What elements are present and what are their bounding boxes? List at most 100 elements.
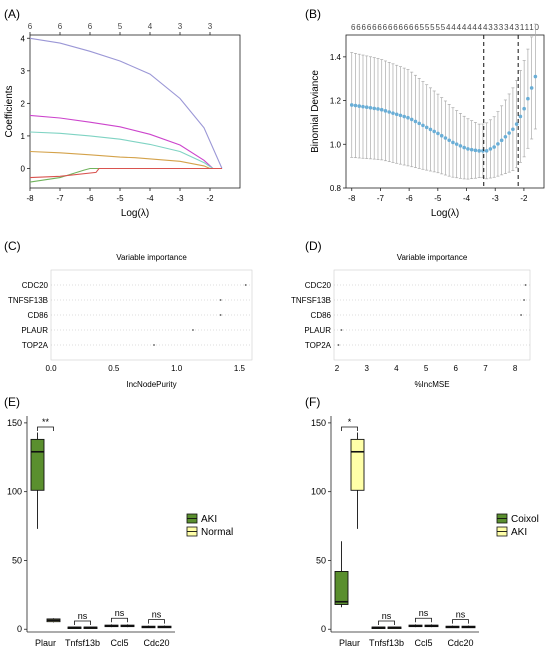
- plot-frame: [333, 269, 531, 361]
- y-tick-label: 150: [311, 418, 326, 428]
- importance-point: [192, 329, 194, 331]
- deviance-point: [496, 142, 500, 146]
- y-tick-label: 50: [316, 555, 326, 565]
- deviance-point: [533, 74, 538, 79]
- legend-label: Coixol: [511, 514, 539, 525]
- importance-point: [523, 299, 525, 301]
- deviance-point: [492, 145, 496, 149]
- importance-point: [244, 284, 247, 286]
- x-tick-label: -8: [26, 194, 34, 203]
- x-tick-label: 4: [394, 364, 399, 373]
- significance-label: ns: [419, 608, 429, 618]
- y-tick-label: 2: [21, 99, 26, 108]
- significance-label: ns: [456, 610, 466, 620]
- category-label: Cdc20: [447, 638, 473, 648]
- y-tick-label: 150: [7, 418, 22, 428]
- category-label: Tnfsf13b: [369, 638, 404, 648]
- chart-title: Variable importance: [116, 253, 187, 262]
- y-axis-label: Binomial Deviance: [310, 70, 321, 153]
- x-tick-label: -7: [377, 194, 385, 203]
- significance-bracket: [74, 620, 91, 625]
- deviance-point: [428, 127, 433, 132]
- y-tick-label: 0: [21, 164, 26, 173]
- x-tick-label: 0.0: [45, 364, 57, 373]
- top-tick-label: 3: [178, 22, 183, 31]
- deviance-point: [469, 147, 474, 152]
- deviance-point: [357, 104, 362, 108]
- panel-b: (B) 666666666666655555444444443333431110 -…: [305, 7, 545, 219]
- x-tick-label: 2: [335, 364, 340, 373]
- box: [350, 438, 365, 491]
- panel-c: (C) Variable importance CDC20 TNFSF13B CD86 P…: [4, 239, 253, 389]
- deviance-point: [522, 106, 526, 111]
- deviance-point: [529, 86, 534, 90]
- top-tick-label: 6: [88, 22, 93, 31]
- coefficient-path: [29, 131, 214, 169]
- deviance-point: [507, 131, 511, 135]
- y-tick-label: 4: [21, 34, 26, 43]
- significance-bracket: [378, 620, 395, 625]
- y-tick-label: 1.2: [330, 97, 342, 106]
- importance-point: [337, 344, 340, 346]
- deviance-point: [406, 115, 410, 120]
- deviance-point: [458, 144, 463, 148]
- importance-point: [153, 344, 155, 346]
- deviance-point: [368, 105, 373, 110]
- coefficient-path: [29, 150, 211, 170]
- x-tick-label: -4: [146, 194, 154, 203]
- box: [334, 571, 349, 605]
- panel-e: (E) 0 50 100 150 Plaur Tnfsf13b Ccl5 Cdc20 ** ns ns…: [4, 395, 233, 648]
- variable-label: CD86: [28, 311, 49, 320]
- panel-label: (C): [4, 239, 21, 253]
- category-label: Ccl5: [414, 638, 432, 648]
- deviance-point: [526, 96, 530, 101]
- deviance-point: [413, 119, 418, 124]
- deviance-point: [514, 122, 519, 126]
- y-tick-label: 100: [7, 487, 22, 497]
- importance-point: [219, 314, 222, 316]
- x-axis-label: Log(λ): [431, 208, 459, 219]
- deviance-point: [511, 127, 515, 132]
- deviance-point: [484, 149, 489, 153]
- panel-f: (F) 0 50 100 150 Plaur Tnfsf13b Ccl5 Cdc20 * ns ns n…: [305, 395, 539, 648]
- panel-label: (E): [4, 395, 20, 409]
- panel-label: (F): [305, 395, 320, 409]
- deviance-point: [477, 149, 481, 153]
- category-label: Ccl5: [110, 638, 128, 648]
- x-axis-label: %IncMSE: [414, 380, 449, 389]
- top-tick-label: 3: [208, 22, 213, 31]
- top-tick-label: 4: [148, 22, 153, 31]
- deviance-point: [402, 114, 407, 119]
- deviance-point: [409, 117, 414, 122]
- variable-label: PLAUR: [304, 326, 331, 335]
- variable-label: TNFSF13B: [291, 296, 331, 305]
- deviance-point: [387, 110, 392, 114]
- deviance-point: [503, 134, 508, 139]
- deviance-point: [424, 125, 429, 130]
- y-tick-label: 50: [12, 555, 22, 565]
- variable-label: TOP2A: [22, 341, 49, 350]
- panel-label: (A): [4, 7, 20, 21]
- x-tick-label: -8: [348, 194, 356, 203]
- y-tick-label: 1.4: [330, 53, 342, 62]
- variable-label: TNFSF13B: [8, 296, 48, 305]
- significance-bracket: [415, 617, 432, 623]
- deviance-point: [488, 147, 493, 151]
- significance-label: ns: [152, 610, 162, 620]
- deviance-point: [499, 138, 504, 143]
- variable-label: PLAUR: [21, 326, 48, 335]
- deviance-point: [443, 136, 448, 140]
- y-tick-label: 3: [21, 67, 26, 76]
- y-tick-label: 0: [321, 624, 326, 634]
- significance-label: *: [348, 417, 352, 427]
- category-label: Tnfsf13b: [65, 638, 100, 648]
- importance-point: [520, 314, 522, 316]
- x-tick-label: -5: [434, 194, 442, 203]
- variable-label: CDC20: [22, 281, 49, 290]
- deviance-point: [364, 105, 369, 110]
- x-tick-label: -5: [116, 194, 124, 203]
- chart-title: Variable importance: [397, 253, 468, 262]
- variable-label: TOP2A: [305, 341, 332, 350]
